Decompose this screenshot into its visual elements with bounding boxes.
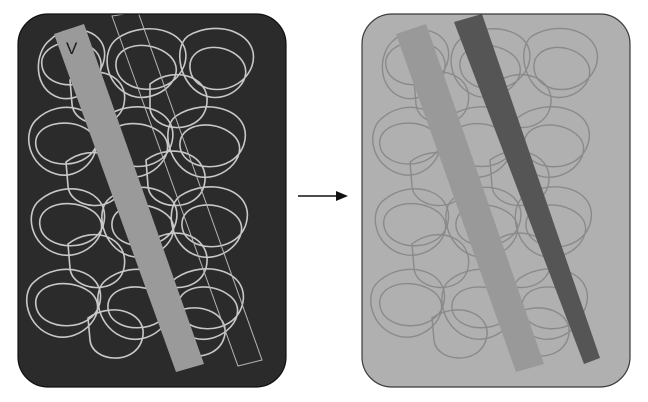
left-outlined-band [111, 14, 263, 367]
right-panel [361, 13, 631, 388]
panel-label-v: V [66, 39, 78, 58]
right-dark-band [454, 14, 600, 364]
right-panel-border [361, 13, 631, 388]
left-panel-border [17, 13, 287, 388]
right-light-band [396, 24, 544, 372]
left-panel: V [17, 13, 287, 388]
arrow-head [336, 191, 348, 201]
transform-arrow [298, 191, 348, 201]
left-solid-band [54, 24, 204, 372]
